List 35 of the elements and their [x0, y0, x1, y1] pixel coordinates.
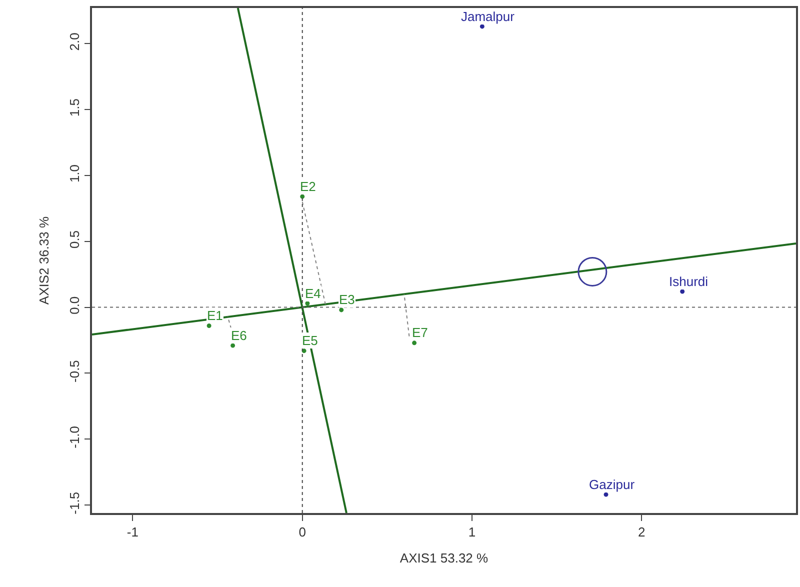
y-tick-label: 2.0: [67, 32, 82, 51]
point: [578, 256, 608, 286]
y-tick-label: -1.0: [67, 426, 82, 448]
point: [302, 348, 306, 354]
data-label: E4: [305, 286, 321, 301]
data-label: E1: [207, 308, 223, 323]
y-tick-label: -0.5: [67, 360, 82, 382]
point: [305, 301, 310, 306]
point: [412, 340, 417, 346]
y-axis-title: AXIS2 36.33 %: [36, 216, 52, 305]
point: [680, 289, 685, 294]
x-tick-label: 0: [298, 524, 306, 540]
point: [339, 308, 344, 312]
point: [480, 24, 484, 29]
data-label: Jamalpur: [461, 9, 516, 24]
x-tick-label: -1: [126, 524, 138, 540]
y-tick-label: 0.5: [67, 230, 82, 248]
data-label: Gazipur: [589, 477, 636, 492]
data-label: Ishurdi: [669, 274, 708, 289]
point: [604, 492, 608, 497]
data-label: E5: [302, 333, 318, 348]
point: [300, 194, 305, 199]
y-tick-label: 0.0: [67, 296, 82, 314]
data-label: E2: [300, 179, 316, 194]
data-label: E7: [412, 325, 428, 340]
x-axis-title: AXIS1 53.32 %: [400, 550, 489, 566]
data-label: E6: [231, 328, 247, 343]
y-tick-label: 1.5: [67, 98, 82, 117]
x-tick-label: 1: [468, 524, 476, 540]
y-tick-label: -1.5: [67, 492, 82, 514]
x-tick-label: 2: [638, 524, 646, 540]
data-label: E3: [339, 292, 355, 307]
y-tick-label: 1.0: [67, 164, 82, 183]
point: [206, 324, 212, 328]
point: [230, 343, 236, 348]
